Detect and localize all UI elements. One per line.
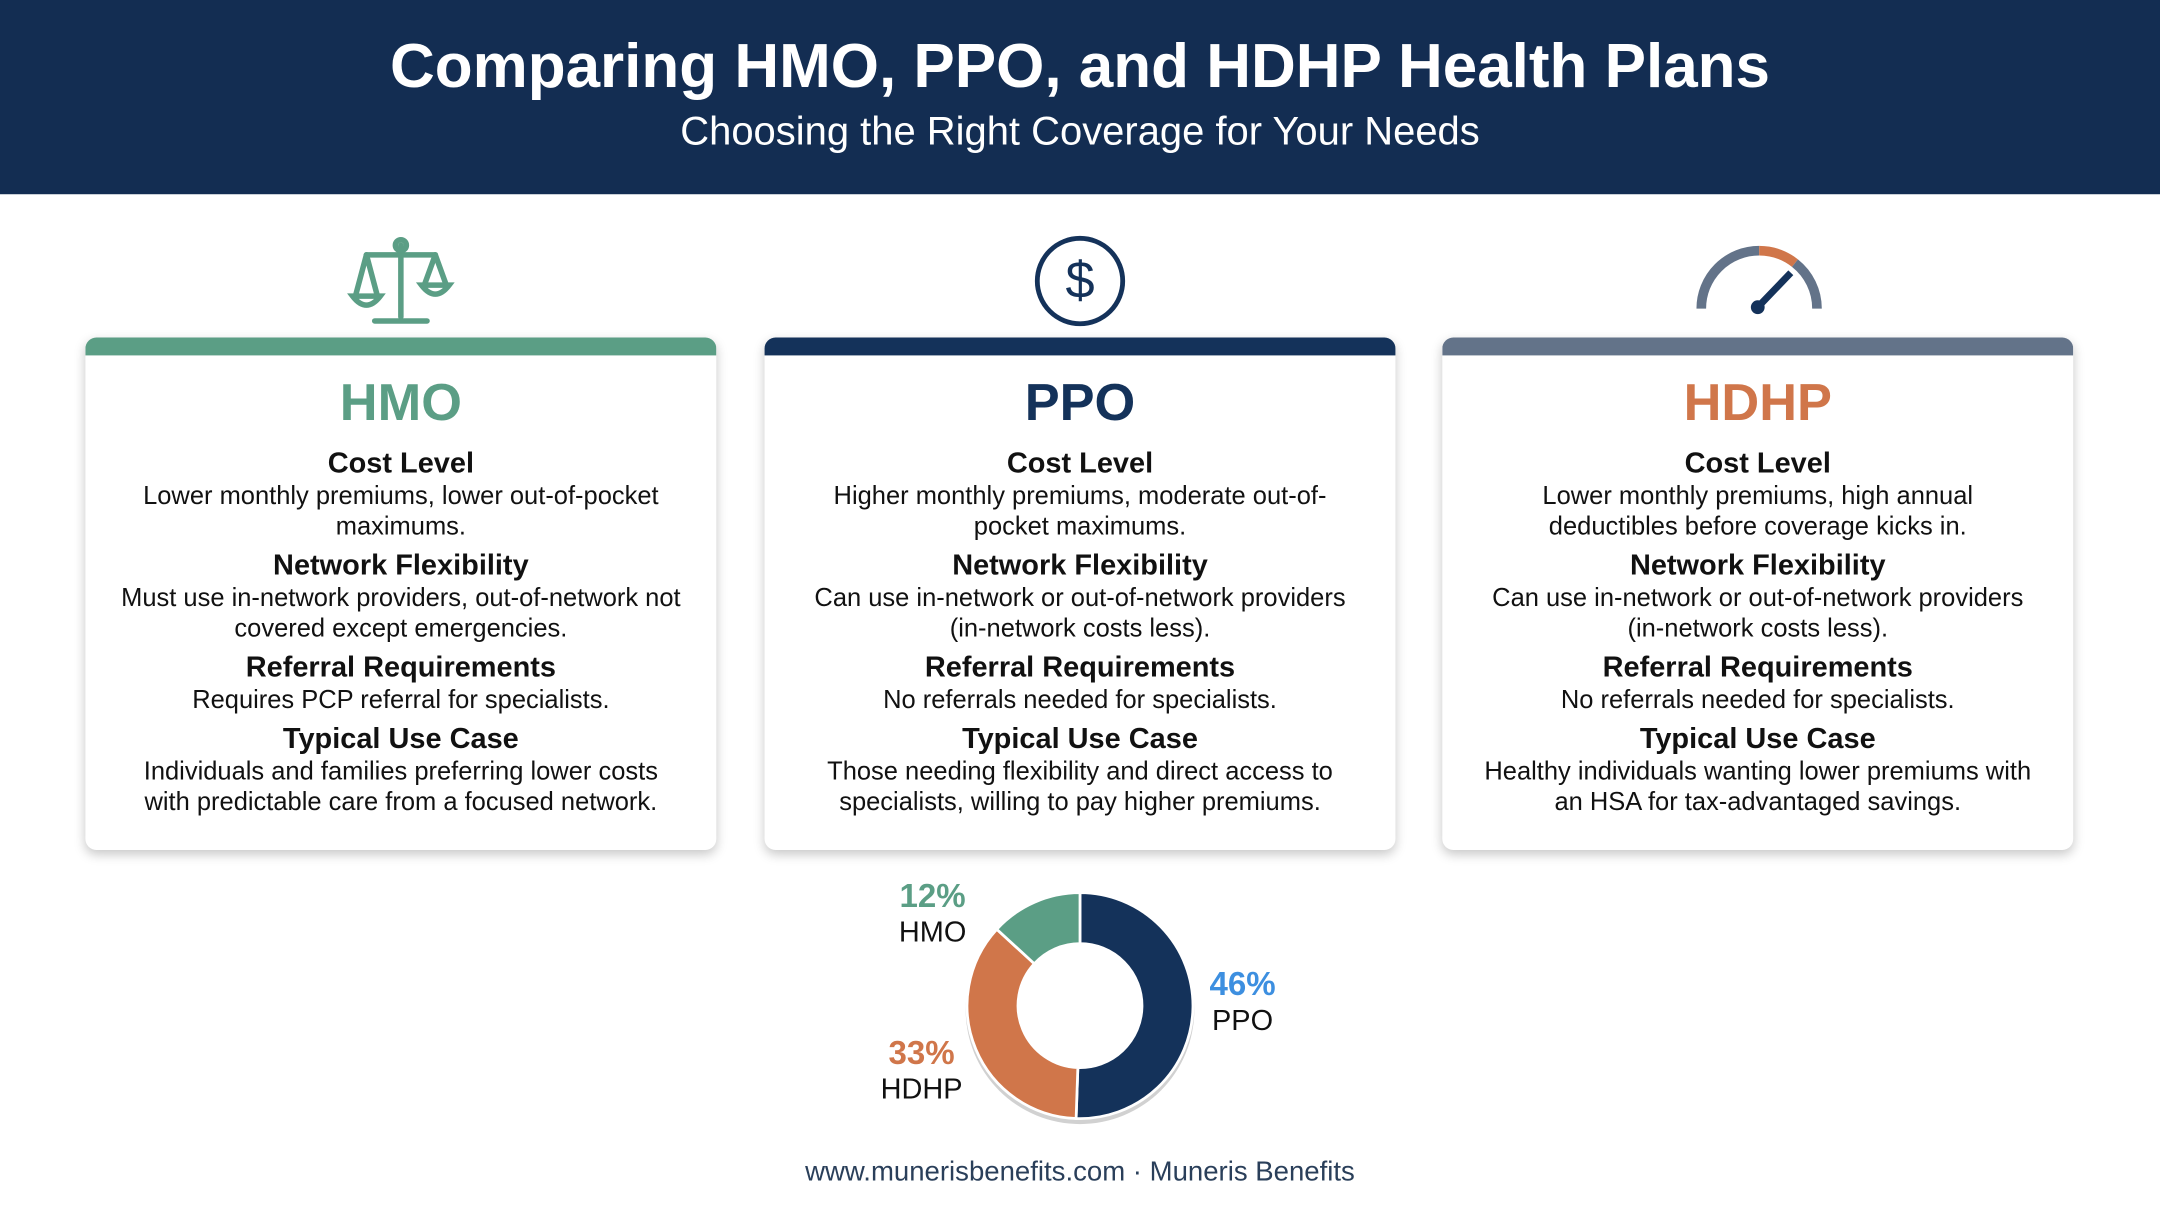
section-text: No referrals needed for specialists.: [1560, 684, 1955, 714]
section-text: Must use in-network providers, out-of-ne…: [121, 582, 681, 642]
card-top-bar: [764, 337, 1396, 356]
gauge-icon: [1696, 245, 1822, 315]
donut-hole-ring: [1018, 943, 1142, 1068]
section-text: Lower monthly premiums, high annual dedu…: [1542, 480, 1974, 540]
section-text: Higher monthly premiums, moderate out-of…: [833, 480, 1327, 540]
plan-name: PPO: [1024, 374, 1136, 433]
section-heading: Network Flexibility: [273, 549, 529, 582]
section-text: Individuals and families preferring lowe…: [143, 756, 658, 816]
section-text: Healthy individuals wanting lower premiu…: [1484, 756, 2032, 816]
section-heading: Referral Requirements: [1602, 651, 1913, 684]
svg-text:$: $: [1065, 252, 1094, 310]
section-text: No referrals needed for specialists.: [883, 684, 1277, 714]
title: Comparing HMO, PPO, and HDHP Health Plan…: [389, 30, 1771, 101]
plan-name: HDHP: [1683, 374, 1832, 433]
section-heading: Cost Level: [1684, 447, 1831, 480]
section-heading: Referral Requirements: [924, 651, 1236, 684]
subtitle: Choosing the Right Coverage for Your Nee…: [680, 110, 1480, 155]
section-text: Those needing flexibility and direct acc…: [827, 756, 1333, 816]
section-heading: Referral Requirements: [245, 651, 557, 684]
section-heading: Typical Use Case: [282, 723, 519, 755]
card-top-bar: [85, 337, 717, 356]
section-text: Can use in-network or out-of-network pro…: [814, 582, 1346, 642]
donut-segment: [1074, 891, 1195, 1120]
section-text: Lower monthly premiums, lower out-of-poc…: [143, 480, 659, 540]
section-heading: Network Flexibility: [952, 549, 1208, 582]
plan-name: HMO: [339, 374, 462, 433]
section-heading: Typical Use Case: [1639, 723, 1876, 755]
category-label: HMO: [899, 917, 966, 949]
plan-card: PPO Cost Level Higher monthly premiums, mo…: [764, 337, 1396, 850]
scale-icon: [347, 236, 455, 324]
section-heading: Cost Level: [1006, 447, 1154, 480]
category-label: HDHP: [881, 1074, 963, 1106]
header: Comparing HMO, PPO, and HDHP Health Plan…: [0, 0, 2160, 195]
plan-card: HMO Cost Level Lower monthly premiums, low…: [85, 337, 717, 850]
section-heading: Network Flexibility: [1629, 549, 1886, 582]
card-top-bar: [1442, 337, 2074, 356]
category-label: PPO: [1212, 1005, 1273, 1037]
section-text: Requires PCP referral for specialists.: [192, 684, 610, 714]
plan-card: HDHP Cost Level Lower monthly premiums, hi…: [1442, 337, 2074, 850]
section-heading: Typical Use Case: [962, 723, 1198, 755]
value-label: 46%: [1209, 966, 1275, 1003]
section-heading: Cost Level: [327, 447, 475, 480]
footer: www.munerisbenefits.com · Muneris Benefi…: [805, 1157, 1355, 1188]
section-text: Can use in-network or out-of-network pro…: [1492, 582, 2024, 642]
value-label: 33%: [889, 1035, 955, 1072]
dollar-icon: $: [1034, 235, 1126, 327]
donut-chart: 46%PPO 33%HDHP 12%HMO: [881, 878, 1276, 1125]
value-label: 12%: [900, 878, 966, 915]
